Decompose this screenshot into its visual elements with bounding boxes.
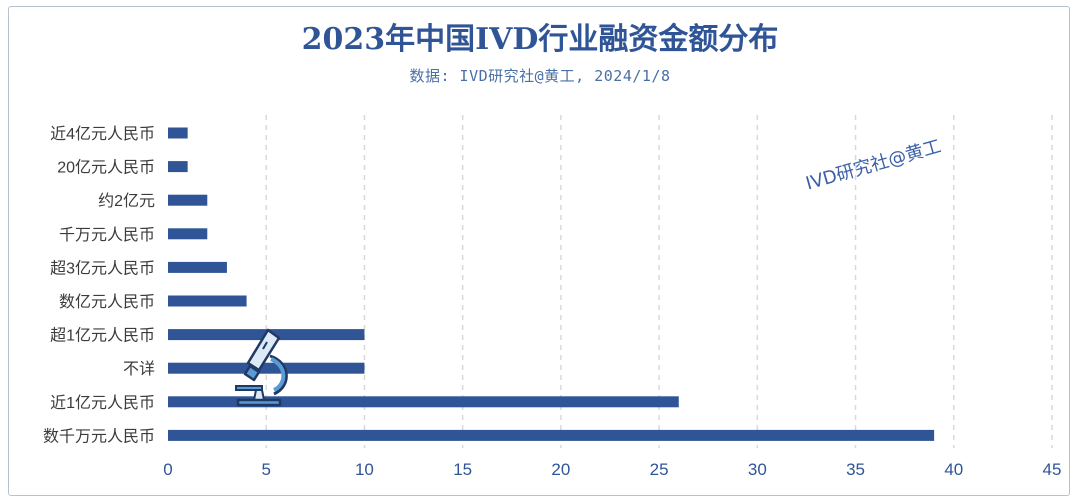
- bar: [168, 362, 365, 374]
- chart-frame: [8, 6, 1070, 496]
- bars: [168, 127, 935, 441]
- bar: [168, 396, 679, 408]
- category-label: 数亿元人民币: [59, 293, 155, 311]
- bar: [168, 295, 247, 307]
- category-labels: 近4亿元人民币 20亿元人民币约2亿元千万元人民币超3亿元人民币数亿元人民币超1亿…: [43, 125, 155, 445]
- category-label: 超3亿元人民币: [50, 259, 155, 277]
- bar: [168, 261, 227, 273]
- microscope-icon: [235, 328, 288, 407]
- x-tick-label: 5: [261, 460, 270, 479]
- category-label: 20亿元人民币: [57, 159, 155, 177]
- bar: [168, 127, 188, 139]
- category-label: 不详: [123, 360, 155, 378]
- chart-subtitle: 数据: IVD研究社@黄工, 2024/1/8: [409, 67, 671, 85]
- x-tick-labels: 0 5 10 15 20 25 30 35 40 45: [163, 460, 1061, 479]
- x-tick-label: 30: [748, 460, 767, 479]
- x-tick-label: 0: [163, 460, 172, 479]
- chart-title: 2023年中国IVD行业融资金额分布: [301, 22, 779, 57]
- bar: [168, 194, 208, 206]
- category-label: 超1亿元人民币: [50, 327, 155, 345]
- x-tick-label: 45: [1043, 460, 1062, 479]
- x-tick-label: 20: [551, 460, 570, 479]
- x-tick-label: 10: [355, 460, 374, 479]
- x-tick-label: 15: [453, 460, 472, 479]
- x-tick-label: 35: [846, 460, 865, 479]
- x-tick-label: 25: [650, 460, 669, 479]
- category-label: 近4亿元人民币: [50, 125, 155, 143]
- bar: [168, 161, 188, 173]
- category-label: 千万元人民币: [59, 226, 155, 244]
- category-label: 数千万元人民币: [43, 427, 155, 445]
- category-label: 约2亿元: [98, 192, 155, 210]
- bar: [168, 429, 935, 441]
- x-tick-label: 40: [944, 460, 963, 479]
- bar: [168, 228, 208, 240]
- category-label: 近1亿元人民币: [50, 394, 155, 412]
